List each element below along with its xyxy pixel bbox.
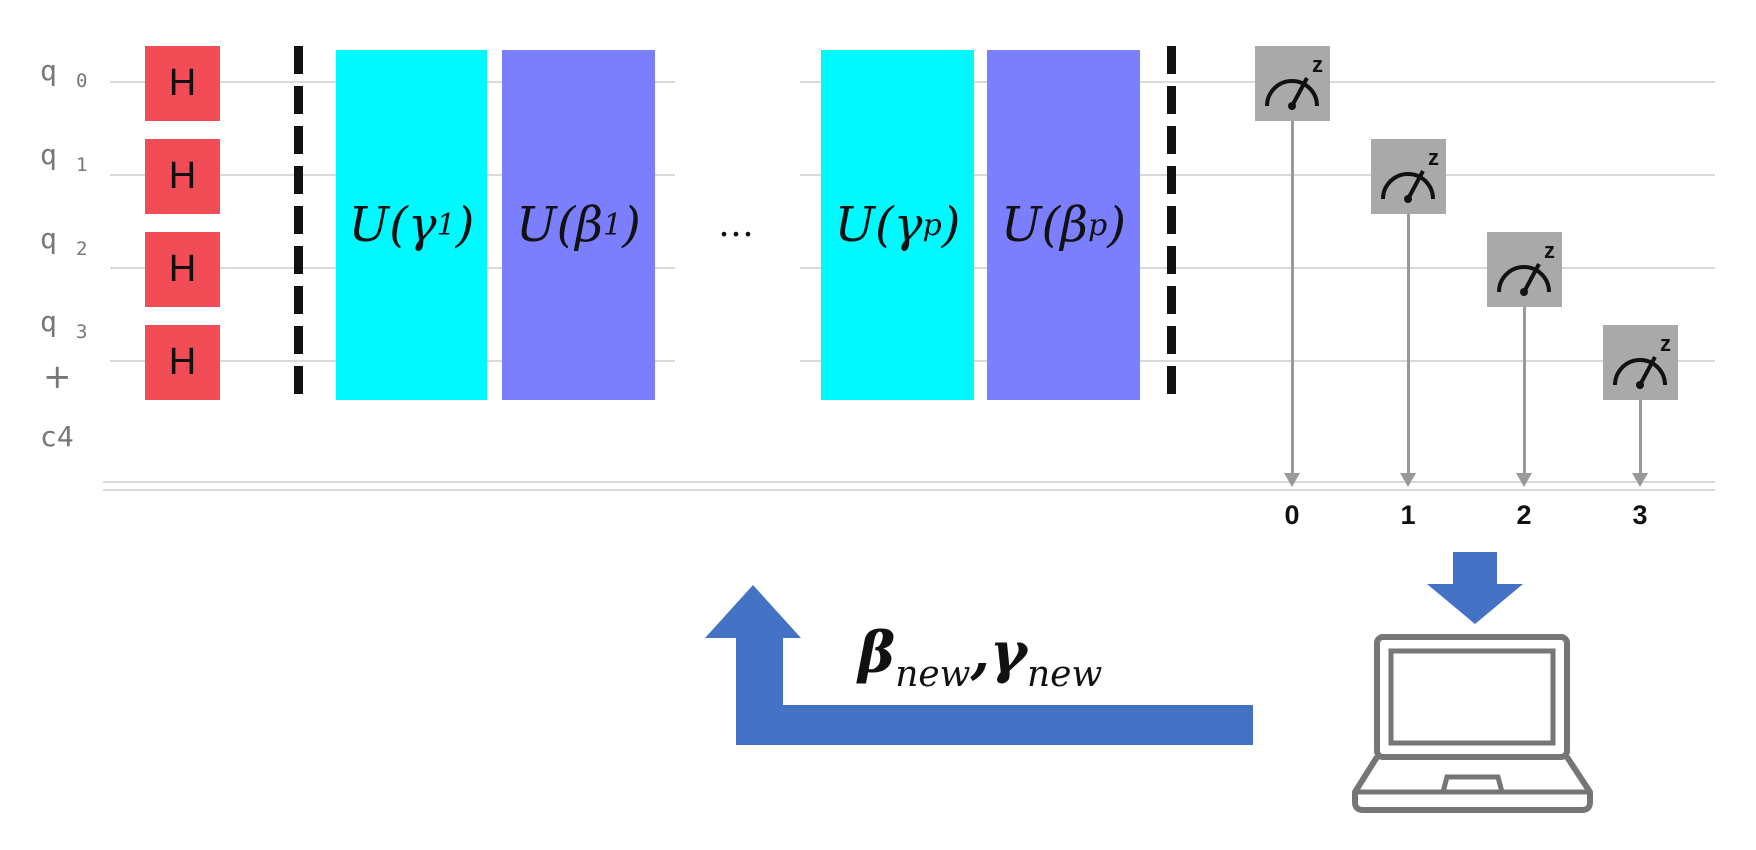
qubit-2-index: 2	[76, 238, 88, 260]
add-register-button[interactable]: +	[43, 357, 72, 397]
beta-new-sub: new	[895, 654, 971, 695]
beta-symbol: β	[858, 620, 896, 686]
mixer-layer-beta-p[interactable]: U(β p)	[987, 50, 1140, 400]
down-arrow-icon	[1427, 552, 1523, 624]
measure-arrowhead-q0	[1284, 473, 1300, 487]
param-separator: ,	[970, 620, 991, 686]
measure-line-q3	[1639, 400, 1642, 473]
measure-gate-q0[interactable]: z	[1255, 46, 1330, 121]
measurement-icon: z	[1381, 145, 1439, 203]
beta-p-close: )	[1107, 197, 1126, 253]
gamma-p-sub: p	[922, 207, 942, 243]
measurement-icon: z	[1497, 238, 1555, 296]
qubit-0-label: q	[40, 54, 57, 87]
barrier-left[interactable]	[294, 46, 303, 400]
classical-register-label: c4	[40, 420, 74, 453]
repeated-layers-ellipsis: …	[718, 204, 754, 245]
qubit-1-index: 1	[76, 154, 88, 176]
classical-bit-3: 3	[1632, 500, 1648, 530]
measure-line-q2	[1523, 307, 1526, 473]
hadamard-gate-q2[interactable]: H	[145, 232, 220, 307]
gamma-1-sub: 1	[436, 207, 456, 243]
laptop-icon	[1352, 634, 1593, 813]
qubit-3-wire-right	[800, 360, 1715, 362]
classical-bit-1: 1	[1400, 500, 1416, 530]
measurement-icon: z	[1265, 52, 1323, 110]
qubit-0-index: 0	[76, 70, 88, 92]
gamma-1-close: )	[455, 197, 475, 253]
hadamard-gate-q1[interactable]: H	[145, 139, 220, 214]
measure-basis-q0: z	[1312, 52, 1323, 77]
measurement-icon: z	[1613, 331, 1671, 389]
measure-basis-q2: z	[1544, 238, 1555, 263]
beta-1-close: )	[622, 197, 641, 253]
classical-bit-2: 2	[1516, 500, 1532, 530]
classical-wire-bottom	[103, 489, 1715, 491]
beta-p-sub: p	[1087, 207, 1108, 243]
beta-1-sub: 1	[603, 207, 623, 243]
measure-line-q1	[1407, 214, 1410, 473]
cost-layer-gamma-1[interactable]: U(γ 1)	[336, 50, 487, 400]
cost-layer-gamma-p[interactable]: U(γ p)	[821, 50, 974, 400]
measure-basis-q1: z	[1428, 145, 1439, 170]
hadamard-gate-q3[interactable]: H	[145, 325, 220, 400]
measure-basis-q3: z	[1660, 331, 1671, 356]
gamma-new-sub: new	[1026, 654, 1103, 695]
beta-p-base: U(β	[1001, 197, 1088, 253]
barrier-right[interactable]	[1167, 46, 1176, 400]
gamma-1-base: U(γ	[348, 197, 437, 253]
measure-gate-q3[interactable]: z	[1603, 325, 1678, 400]
gamma-symbol: γ	[990, 620, 1027, 686]
qubit-3-label: q	[40, 305, 57, 338]
classical-wire-top	[103, 481, 1715, 483]
qubit-1-label: q	[40, 138, 57, 171]
measure-arrowhead-q3	[1632, 473, 1648, 487]
qubit-2-label: q	[40, 222, 57, 255]
measure-arrowhead-q2	[1516, 473, 1532, 487]
measure-arrowhead-q1	[1400, 473, 1416, 487]
measure-line-q0	[1291, 121, 1294, 473]
feedback-arrow-icon	[705, 585, 1253, 745]
beta-1-base: U(β	[516, 197, 604, 253]
qubit-2-wire-right	[800, 267, 1715, 269]
gamma-p-close: )	[941, 197, 961, 253]
updated-parameters-label: βnew,γnew	[858, 620, 1102, 695]
measure-gate-q1[interactable]: z	[1371, 139, 1446, 214]
gamma-p-base: U(γ	[834, 197, 923, 253]
hadamard-gate-q0[interactable]: H	[145, 46, 220, 121]
qubit-1-wire-right	[800, 174, 1715, 176]
measure-gate-q2[interactable]: z	[1487, 232, 1562, 307]
classical-bit-0: 0	[1284, 500, 1300, 530]
qubit-3-index: 3	[76, 321, 88, 343]
mixer-layer-beta-1[interactable]: U(β 1)	[502, 50, 655, 400]
